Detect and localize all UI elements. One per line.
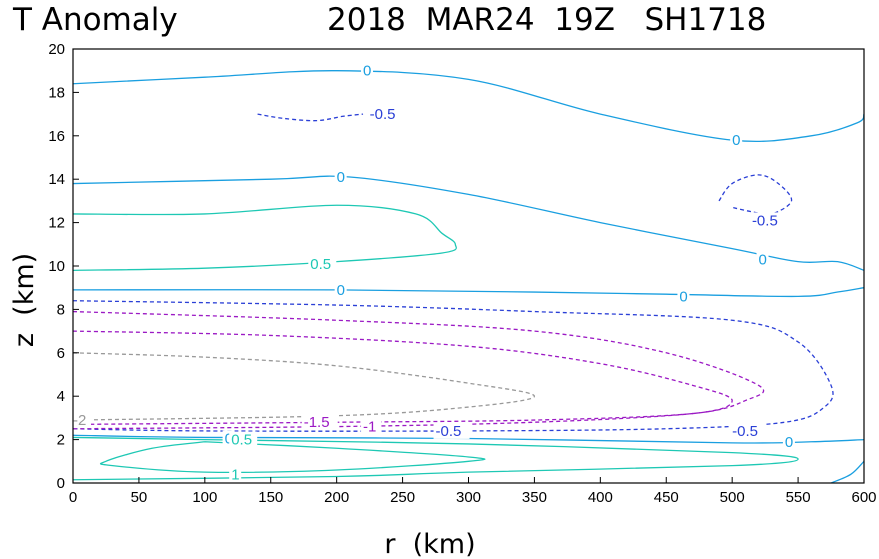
y-tick-label: 0 [57, 475, 65, 492]
x-tick-label: 450 [654, 489, 679, 506]
contour-label: 0 [337, 169, 345, 186]
x-tick-label: 250 [390, 489, 415, 506]
y-axis-ticks: 0 2 4 6 8 10 12 14 16 18 20 [48, 41, 79, 492]
contour-line-0p5 [72, 204, 457, 271]
y-tick-label: 8 [57, 301, 65, 318]
contour-label-bg [730, 422, 767, 439]
contour-label: -0.5 [732, 423, 758, 440]
contour-label: 0 [679, 288, 687, 305]
contour-label-bg [730, 132, 743, 149]
contour-line--2 [72, 352, 536, 421]
y-tick-label: 10 [48, 258, 65, 275]
contour-label: 0.5 [231, 432, 252, 449]
contour-label-bg [756, 251, 769, 268]
contour-label-bg [361, 62, 374, 79]
contour-label: 0.5 [310, 256, 331, 273]
x-tick-label: 200 [324, 489, 349, 506]
x-tick-label: 550 [786, 489, 811, 506]
y-axis-label: z (km) [9, 253, 40, 347]
contour-label-bg [71, 412, 91, 429]
contour-label: 0 [225, 431, 233, 448]
contour-line--0p5 [257, 113, 364, 122]
x-tick-label: 500 [720, 489, 745, 506]
x-tick-label: 600 [851, 489, 876, 506]
x-tick-label: 400 [588, 489, 613, 506]
y-tick-label: 2 [57, 432, 65, 449]
contour-line-1 [99, 441, 486, 474]
contour-label: -0.5 [436, 423, 462, 440]
contour-label-bg [361, 418, 382, 435]
contour-label: -1 [363, 419, 376, 436]
chart-title-right: 2018 MAR24 19Z SH1718 [327, 2, 766, 38]
contour-label: 1 [231, 466, 239, 483]
contour-label-bg [334, 169, 347, 186]
contour-label: 0 [363, 63, 371, 80]
contour-label: 0 [785, 434, 793, 451]
contour-label-bg [782, 433, 795, 450]
x-tick-label: 0 [69, 489, 77, 506]
y-tick-label: 20 [48, 41, 65, 58]
contour-label: 0 [759, 251, 767, 268]
contour-label: -0.5 [752, 212, 778, 229]
plot-frame [72, 48, 865, 484]
contour-label-bg [367, 106, 404, 123]
contour-label-bg [677, 288, 690, 305]
chart-title-left: T Anomaly [12, 2, 178, 38]
x-tick-label: 50 [131, 489, 148, 506]
contour-label-bg [301, 414, 338, 431]
x-tick-label: 150 [258, 489, 283, 506]
contour-line-0 [830, 460, 865, 484]
contour-label: 0 [732, 132, 740, 149]
contour-label-bg [334, 281, 347, 298]
contour-label-bg [749, 212, 786, 229]
contour-label-bg [229, 431, 258, 448]
y-tick-label: 16 [48, 128, 65, 145]
x-tick-label: 100 [192, 489, 217, 506]
contour-line--0p5 [72, 300, 834, 432]
y-tick-label: 12 [48, 215, 65, 232]
contour-line--0p5 [718, 174, 793, 216]
contour-lines [72, 70, 865, 484]
contour-line-0p5 [72, 436, 799, 481]
contour-label: -0.5 [370, 106, 396, 123]
contour-label: 0 [337, 282, 345, 299]
x-axis-ticks: 0 50 100 150 200 250 300 350 400 450 500 550 600 [69, 477, 877, 506]
y-tick-label: 6 [57, 345, 65, 362]
contour-label-bg [433, 422, 470, 439]
contour-label: -1.5 [304, 414, 330, 431]
contour-label: -2 [73, 412, 86, 429]
y-tick-label: 14 [48, 171, 65, 188]
y-tick-label: 18 [48, 84, 65, 101]
contour-line-0 [72, 70, 865, 143]
y-tick-label: 4 [57, 388, 65, 405]
x-axis-label: r (km) [384, 529, 475, 559]
x-tick-label: 350 [522, 489, 547, 506]
x-tick-label: 300 [456, 489, 481, 506]
contour-line-0 [72, 287, 865, 298]
contour-line-0 [72, 175, 865, 271]
contour-label-bg [308, 255, 337, 272]
contour-line-0 [72, 434, 865, 444]
contour-label-bg [229, 466, 242, 483]
